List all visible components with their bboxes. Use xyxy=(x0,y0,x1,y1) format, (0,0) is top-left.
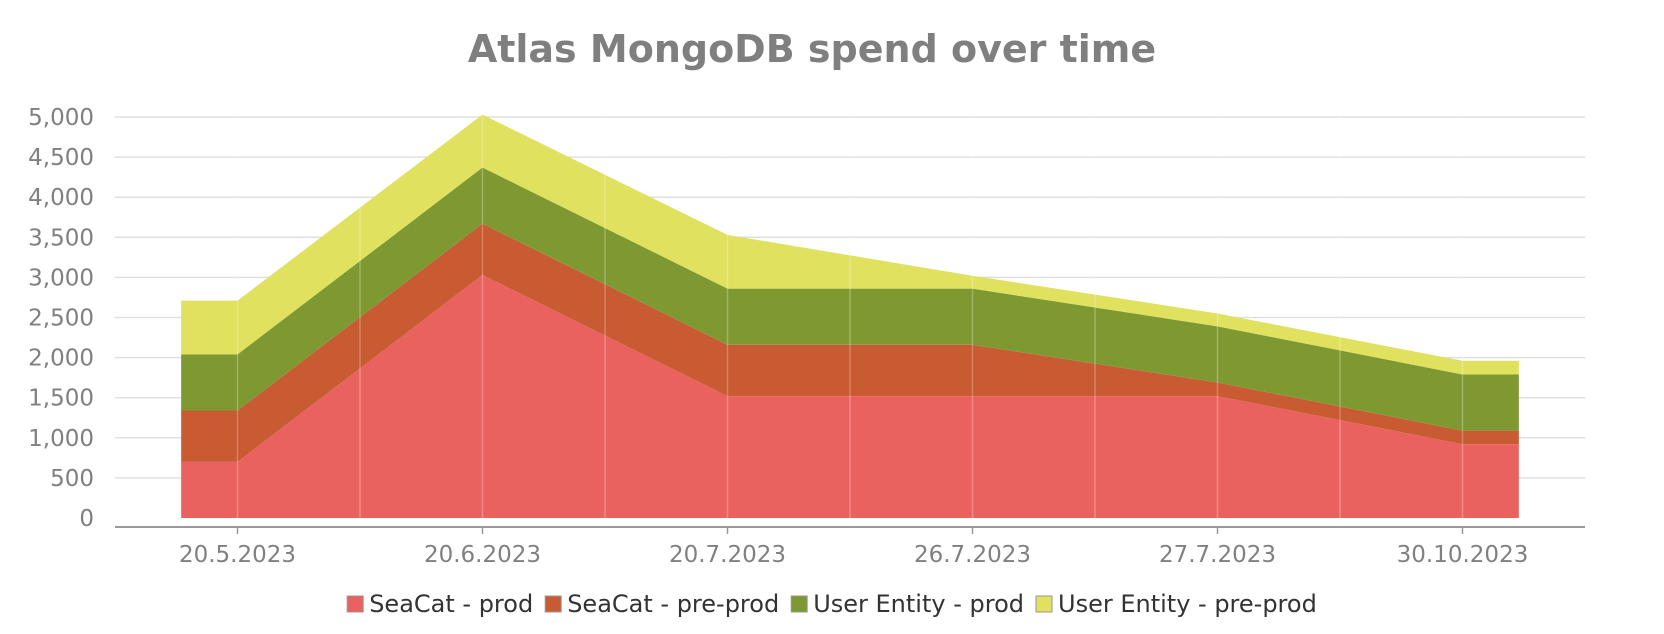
stacked-areas xyxy=(181,114,1519,518)
area-series-1 xyxy=(181,223,1519,462)
y-tick-label: 1,000 xyxy=(28,426,94,452)
area-series-0 xyxy=(181,274,1519,518)
legend-swatch xyxy=(1035,595,1053,613)
y-tick-label: 3,500 xyxy=(28,225,94,251)
y-tick-label: 3,000 xyxy=(28,265,94,291)
x-tick-label: 20.6.2023 xyxy=(424,542,541,568)
area-series-2 xyxy=(181,167,1519,431)
axes: 0 500 1,000 1,500 2,000 2,500 3,000 3,500 4,000 4… xyxy=(28,105,1585,568)
y-tick-label: 500 xyxy=(50,466,94,492)
legend-label: SeaCat - pre-prod xyxy=(567,590,779,618)
x-tick-label: 20.7.2023 xyxy=(669,542,786,568)
category-dividers xyxy=(236,112,1464,518)
y-tick-label: 4,500 xyxy=(28,145,94,171)
x-tick-label: 27.7.2023 xyxy=(1159,542,1276,568)
legend: SeaCat - prod SeaCat - pre-prod User Entit… xyxy=(346,590,1317,618)
legend-label: SeaCat - prod xyxy=(369,590,533,618)
legend-label: User Entity - pre-prod xyxy=(1058,590,1317,618)
y-tick-label: 2,500 xyxy=(28,306,94,332)
x-tick-label: 30.10.2023 xyxy=(1397,542,1529,568)
legend-label: User Entity - prod xyxy=(813,590,1024,618)
y-tick-label: 4,000 xyxy=(28,185,94,211)
y-tick-label: 5,000 xyxy=(28,105,94,131)
legend-swatch xyxy=(790,595,808,613)
legend-swatch xyxy=(544,595,562,613)
x-tick-label: 26.7.2023 xyxy=(914,542,1031,568)
y-tick-label: 1,500 xyxy=(28,386,94,412)
area-series-3 xyxy=(181,114,1519,375)
x-tick-label: 20.5.2023 xyxy=(179,542,296,568)
y-tick-label: 0 xyxy=(79,506,94,532)
y-tick-label: 2,000 xyxy=(28,346,94,372)
legend-swatch xyxy=(346,595,364,613)
chart-title: Atlas MongoDB spend over time xyxy=(468,27,1156,71)
